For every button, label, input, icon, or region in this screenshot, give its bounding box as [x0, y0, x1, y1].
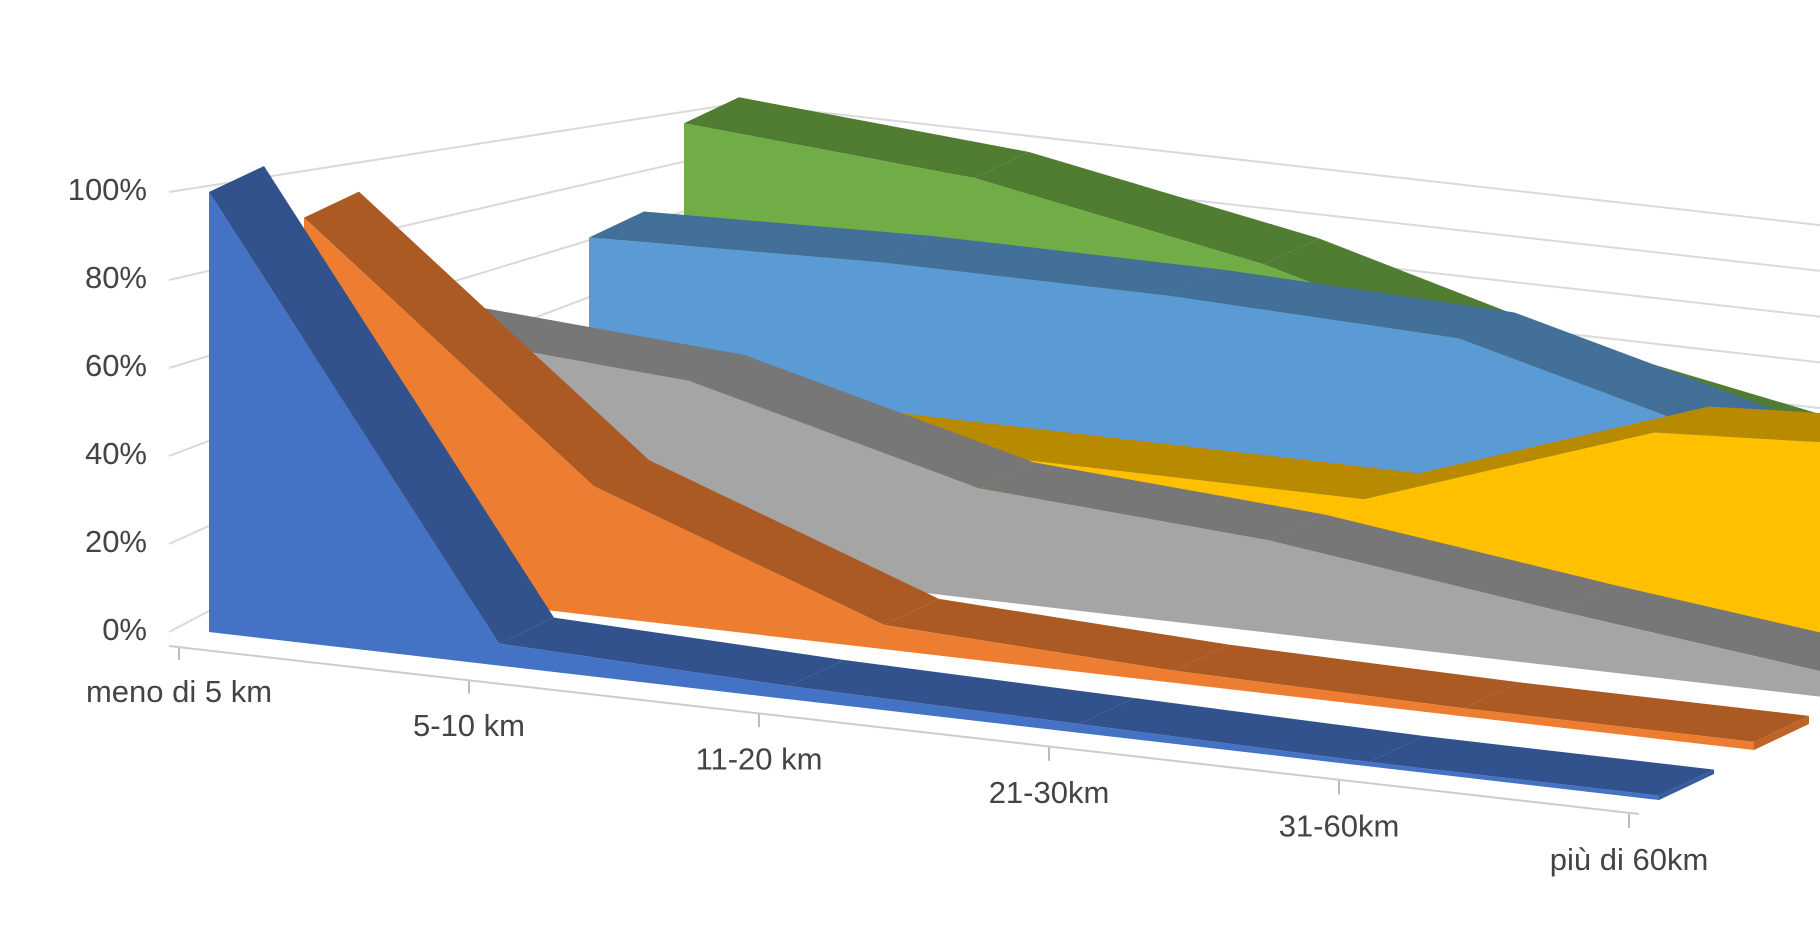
x-tick-label: 11-20 km	[696, 741, 823, 776]
y-tick-label: 60%	[85, 348, 147, 383]
area-top	[1369, 736, 1714, 796]
x-tick-label: meno di 5 km	[86, 674, 272, 709]
x-tick-label: più di 60km	[1550, 842, 1709, 877]
y-tick-label: 80%	[85, 260, 147, 295]
page: 0% 20% 40% 60% 80% 100% meno di 5 km 5-10 km 11-…	[0, 0, 1820, 936]
y-tick-label: 100%	[68, 172, 147, 207]
chart: 0% 20% 40% 60% 80% 100% meno di 5 km 5-10 km 11-…	[0, 0, 1820, 936]
y-tick-label: 0%	[102, 612, 147, 647]
x-tick-label: 21-30km	[989, 775, 1110, 810]
x-tick-label: 5-10 km	[413, 708, 525, 743]
y-tick-label: 40%	[85, 436, 147, 471]
x-tick-label: 31-60km	[1279, 809, 1400, 844]
y-tick-label: 20%	[85, 524, 147, 559]
